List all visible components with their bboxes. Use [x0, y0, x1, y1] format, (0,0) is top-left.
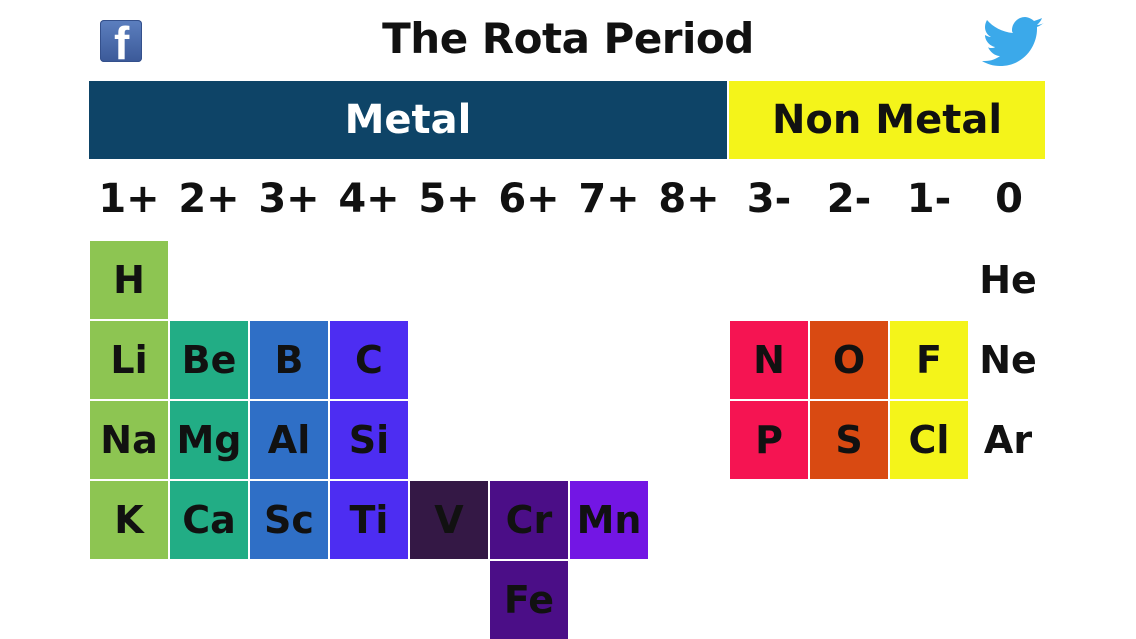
element-cell-mn[interactable]: Mn — [570, 481, 648, 559]
metal-band: Metal — [89, 81, 727, 159]
element-cell-na[interactable]: Na — [90, 401, 168, 479]
element-cell-ca[interactable]: Ca — [170, 481, 248, 559]
element-cell-sc[interactable]: Sc — [250, 481, 328, 559]
facebook-icon[interactable]: f — [100, 20, 142, 62]
element-cell-si[interactable]: Si — [330, 401, 408, 479]
facebook-glyph: f — [114, 20, 130, 62]
element-cell-p[interactable]: P — [730, 401, 808, 479]
charge-label: 1+ — [98, 176, 160, 222]
element-cell-f[interactable]: F — [890, 321, 968, 399]
element-cell-ar[interactable]: Ar — [983, 418, 1033, 462]
charge-label: 3+ — [258, 176, 320, 222]
charge-label: 1- — [906, 176, 952, 222]
charge-label: 5+ — [418, 176, 480, 222]
element-cell-b[interactable]: B — [250, 321, 328, 399]
charge-label: 2+ — [178, 176, 240, 222]
element-cell-v[interactable]: V — [410, 481, 488, 559]
element-cell-o[interactable]: O — [810, 321, 888, 399]
element-cell-mg[interactable]: Mg — [170, 401, 248, 479]
charge-label: 3- — [746, 176, 792, 222]
charge-label: 2- — [826, 176, 872, 222]
element-cell-cr[interactable]: Cr — [490, 481, 568, 559]
element-cell-ti[interactable]: Ti — [330, 481, 408, 559]
element-cell-cl[interactable]: Cl — [890, 401, 968, 479]
element-cell-ne[interactable]: Ne — [979, 338, 1037, 382]
element-cell-al[interactable]: Al — [250, 401, 328, 479]
element-cell-s[interactable]: S — [810, 401, 888, 479]
page-title: The Rota Period — [382, 14, 754, 63]
element-cell-n[interactable]: N — [730, 321, 808, 399]
element-cell-be[interactable]: Be — [170, 321, 248, 399]
charge-label: 6+ — [498, 176, 560, 222]
element-cell-li[interactable]: Li — [90, 321, 168, 399]
element-cell-k[interactable]: K — [90, 481, 168, 559]
element-cell-fe[interactable]: Fe — [490, 561, 568, 639]
twitter-icon[interactable] — [982, 16, 1048, 66]
charge-label: 8+ — [658, 176, 720, 222]
element-cell-c[interactable]: C — [330, 321, 408, 399]
non-metal-band: Non Metal — [729, 81, 1045, 159]
charge-label: 0 — [995, 176, 1023, 222]
charge-label: 7+ — [578, 176, 640, 222]
element-cell-he[interactable]: He — [979, 258, 1037, 302]
charge-label: 4+ — [338, 176, 400, 222]
element-cell-h[interactable]: H — [90, 241, 168, 319]
